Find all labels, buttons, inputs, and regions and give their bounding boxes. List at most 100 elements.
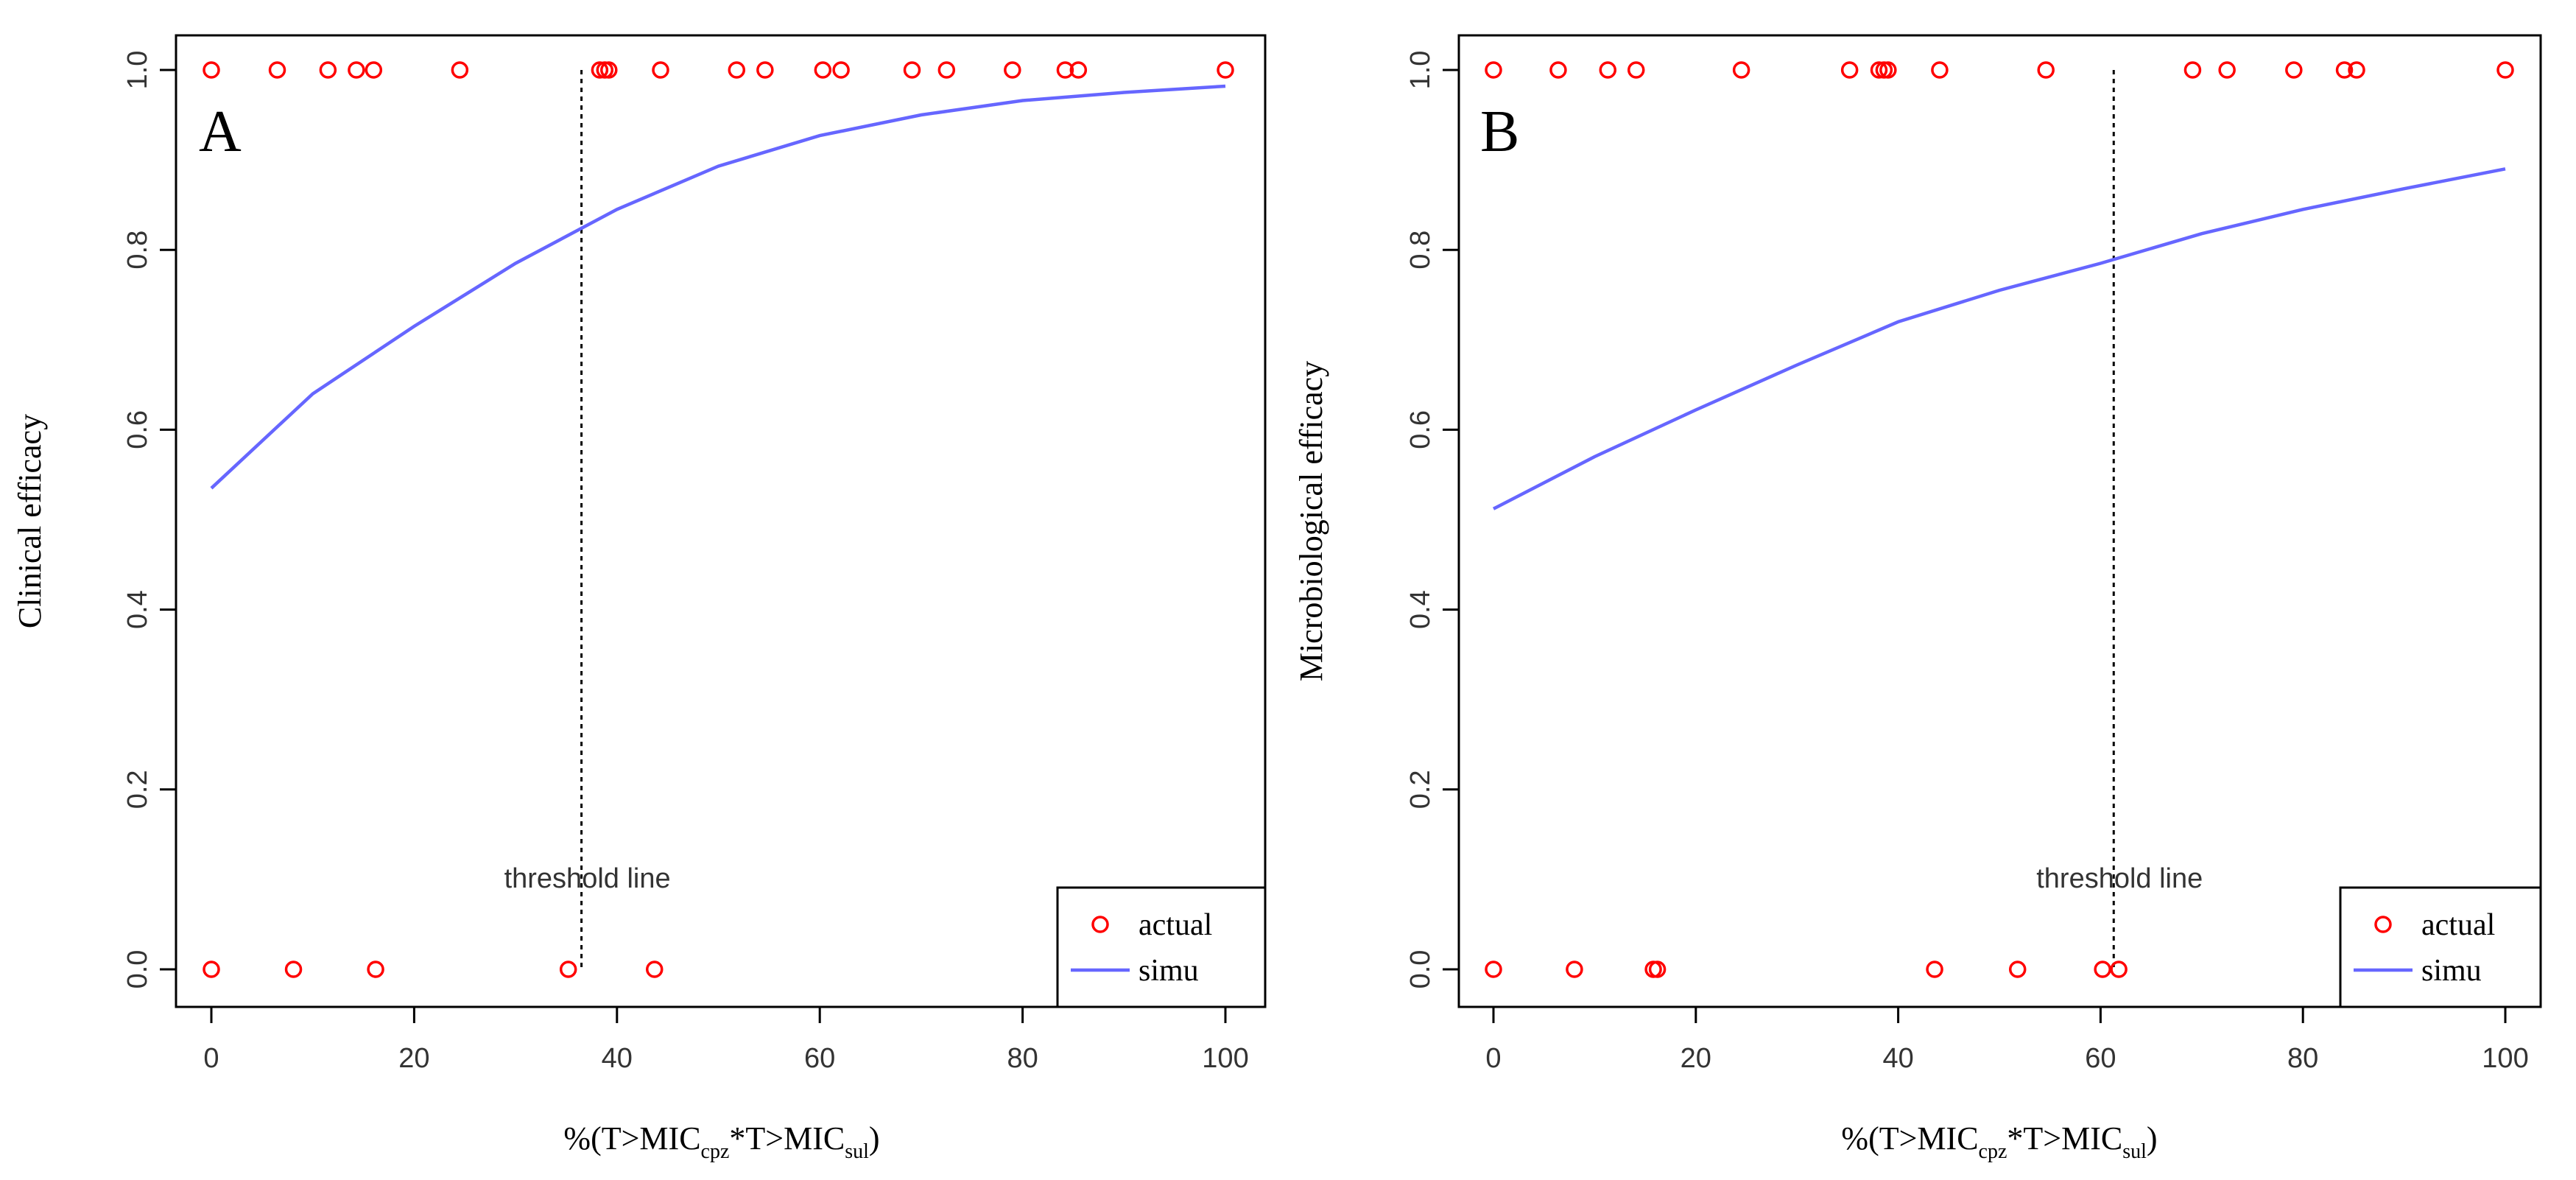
y-tick-label: 0.6 <box>122 410 153 449</box>
actual-point <box>367 960 384 978</box>
simu-curve <box>210 84 1226 490</box>
y-tick-label: 0.0 <box>122 950 153 989</box>
x-tick-label: 60 <box>2085 1043 2116 1074</box>
actual-point <box>814 61 832 79</box>
actual-point <box>1870 61 1888 79</box>
x-axis-title-part: %(T>MIC <box>563 1120 700 1156</box>
actual-point <box>348 61 365 79</box>
y-tick-label: 0.8 <box>1405 231 1436 270</box>
y-axis: 0.0 0.2 0.4 0.6 0.8 1.0 <box>122 51 176 989</box>
panel-letter: A <box>199 99 242 164</box>
x-axis-title-part: ) <box>869 1120 880 1156</box>
panel-b: 0 20 40 60 80 100 0.0 0.2 0.4 0.6 0.8 1.0 Microbiolo… <box>1293 34 2542 1163</box>
actual-point <box>2183 61 2202 79</box>
actual-point <box>203 960 220 978</box>
threshold-label: threshold line <box>2036 863 2203 894</box>
x-axis-title-subscript: cpz <box>701 1140 730 1163</box>
legend-label-simu: simu <box>1139 954 1199 988</box>
legend: actual simu <box>2339 886 2542 1008</box>
legend: actual simu <box>1056 886 1267 1008</box>
panel-letter: B <box>1480 99 1519 164</box>
x-axis: 0 20 40 60 80 100 <box>1485 1007 2529 1074</box>
actual-point <box>2348 61 2365 79</box>
actual-point <box>2094 960 2111 978</box>
actual-point <box>2110 960 2128 978</box>
plot-frame <box>175 34 1267 1008</box>
x-tick-label: 100 <box>2482 1043 2528 1074</box>
y-tick-label: 0.4 <box>1405 590 1436 629</box>
x-tick-label: 40 <box>602 1043 633 1074</box>
x-tick-label: 100 <box>1202 1043 1248 1074</box>
actual-point <box>1879 61 1897 79</box>
actual-point <box>591 61 609 79</box>
actual-point <box>1004 61 1021 79</box>
x-axis-title: %(T>MICcpz*T>MICsul) <box>563 1120 879 1163</box>
x-axis-title-subscript: sul <box>2122 1140 2147 1163</box>
series-simu <box>1492 167 2506 510</box>
y-tick-label: 0.2 <box>122 770 153 809</box>
actual-point <box>284 960 303 978</box>
x-tick-label: 0 <box>1485 1043 1501 1074</box>
actual-point <box>1599 61 1617 79</box>
legend-label-actual: actual <box>2421 908 2495 942</box>
actual-point <box>268 61 286 79</box>
actual-point <box>203 61 220 79</box>
legend-marker-actual <box>2374 916 2392 933</box>
x-axis: 0 20 40 60 80 100 <box>203 1007 1249 1074</box>
actual-point <box>1648 960 1667 978</box>
legend-label-simu: simu <box>2421 954 2482 988</box>
actual-point <box>559 960 577 978</box>
actual-point <box>937 61 956 79</box>
y-axis-title: Clinical efficacy <box>12 414 48 628</box>
actual-point <box>1549 61 1567 79</box>
actual-point <box>728 61 746 79</box>
y-tick-label: 0.6 <box>1405 410 1436 449</box>
actual-point <box>365 61 383 79</box>
actual-point <box>2285 61 2303 79</box>
actual-point <box>2218 61 2236 79</box>
actual-point <box>645 960 664 978</box>
x-tick-label: 80 <box>1007 1043 1038 1074</box>
series-actual <box>1485 61 2514 978</box>
y-tick-label: 1.0 <box>122 51 153 90</box>
legend-label-actual: actual <box>1139 908 1212 942</box>
actual-point <box>1485 960 1502 978</box>
actual-point <box>1069 61 1088 79</box>
x-axis-title-part: *T>MIC <box>729 1120 845 1156</box>
x-tick-label: 80 <box>2287 1043 2318 1074</box>
actual-point <box>319 61 337 79</box>
x-tick-label: 20 <box>398 1043 429 1074</box>
actual-point <box>600 61 618 79</box>
series-actual <box>203 61 1234 978</box>
y-tick-label: 0.2 <box>1405 770 1436 809</box>
actual-point <box>903 61 921 79</box>
actual-point <box>832 61 850 79</box>
y-axis: 0.0 0.2 0.4 0.6 0.8 1.0 <box>1405 51 1459 988</box>
x-tick-label: 60 <box>804 1043 835 1074</box>
actual-point <box>2496 61 2514 79</box>
x-tick-label: 40 <box>1882 1043 1913 1074</box>
actual-point <box>652 61 669 79</box>
actual-point <box>1926 960 1943 978</box>
actual-point <box>756 61 774 79</box>
actual-point <box>1627 61 1645 79</box>
x-axis-title-subscript: cpz <box>1979 1140 2007 1163</box>
actual-point <box>2037 61 2055 79</box>
x-axis-title-part: %(T>MIC <box>1841 1120 1978 1156</box>
actual-point <box>1217 61 1234 79</box>
series-simu <box>210 84 1226 490</box>
y-tick-label: 0.8 <box>122 231 153 270</box>
legend-box <box>2339 886 2542 1008</box>
plot-frame <box>1457 34 2542 1008</box>
actual-point <box>2008 960 2027 978</box>
actual-point <box>1485 61 1502 79</box>
threshold-label: threshold line <box>504 863 671 894</box>
actual-point <box>1056 61 1074 79</box>
legend-box <box>1056 886 1267 1008</box>
x-axis-title-subscript: sul <box>845 1140 869 1163</box>
actual-point <box>1732 61 1750 79</box>
actual-point <box>1566 960 1583 978</box>
panel-a: 0 20 40 60 80 100 0.0 0.2 0.4 0.6 0.8 1.0 Clinical e… <box>12 34 1267 1163</box>
y-tick-label: 1.0 <box>1405 51 1436 90</box>
actual-point <box>451 61 469 79</box>
